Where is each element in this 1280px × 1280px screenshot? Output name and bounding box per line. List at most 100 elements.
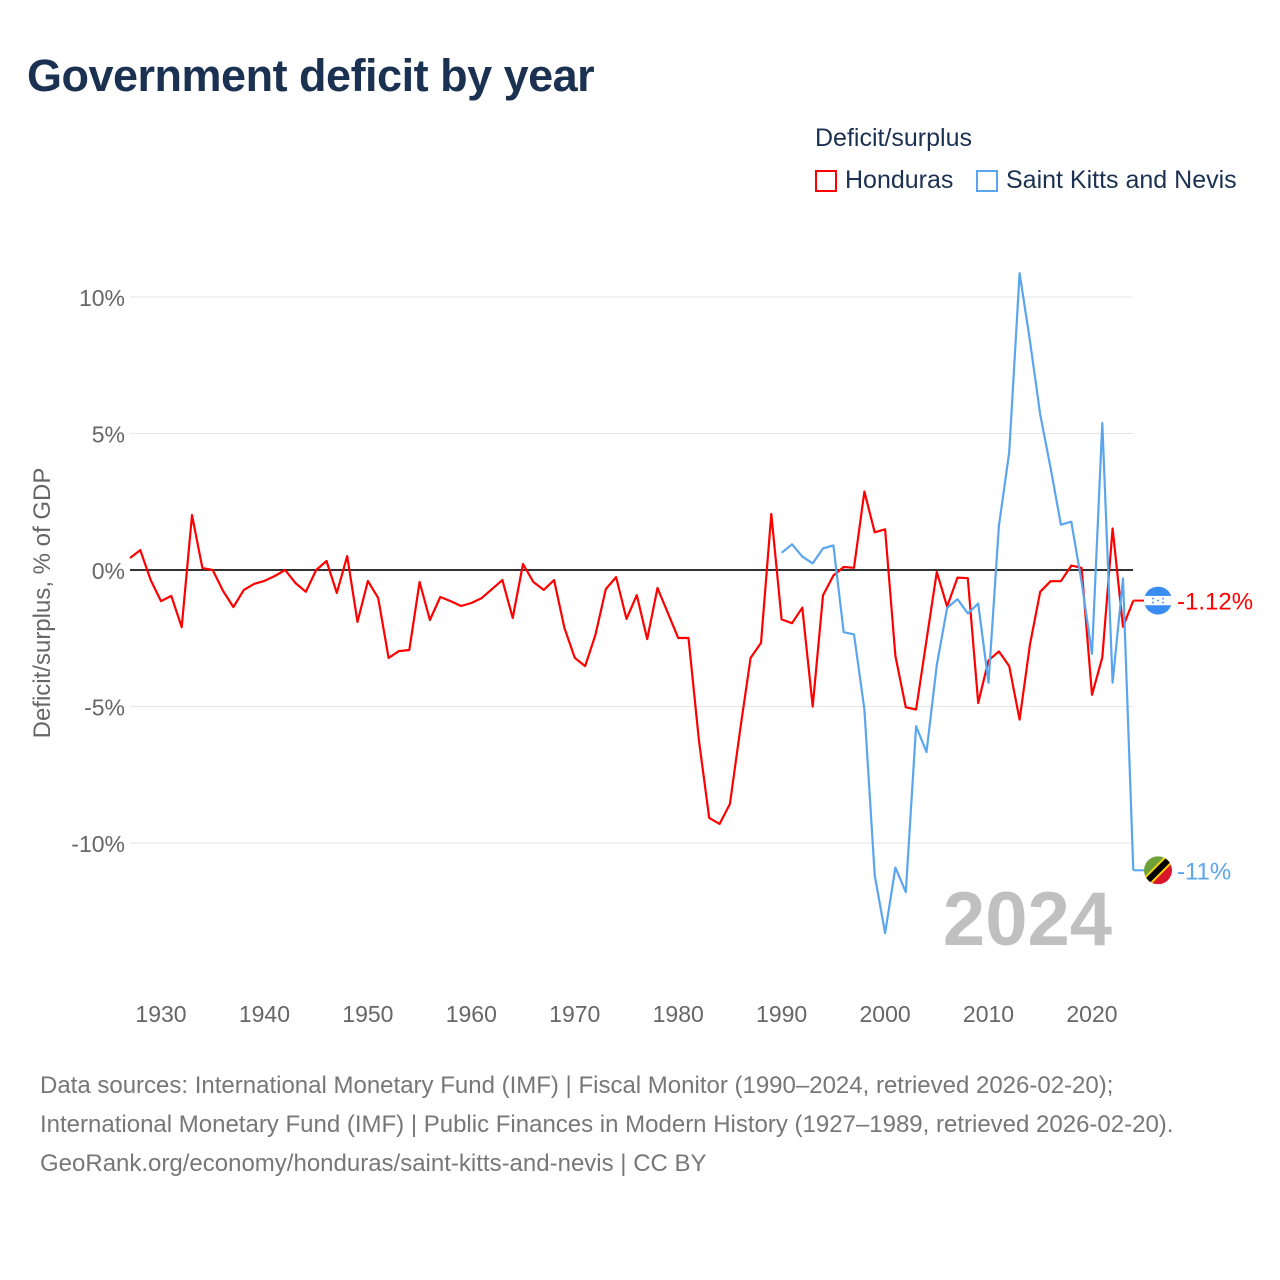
- data-point-honduras[interactable]: [1026, 641, 1034, 649]
- data-point-honduras[interactable]: [736, 725, 744, 733]
- data-point-honduras[interactable]: [291, 579, 299, 587]
- data-point-honduras[interactable]: [995, 647, 1003, 655]
- data-point-honduras[interactable]: [323, 557, 331, 565]
- data-point-honduras[interactable]: [229, 603, 237, 611]
- data-point-honduras[interactable]: [550, 576, 558, 584]
- data-point-honduras[interactable]: [436, 593, 444, 601]
- data-point-honduras[interactable]: [747, 654, 755, 662]
- data-point-honduras[interactable]: [354, 618, 362, 626]
- data-point-saint-kitts-and-nevis[interactable]: [1119, 574, 1127, 582]
- data-point-honduras[interactable]: [519, 560, 527, 568]
- data-point-saint-kitts-and-nevis[interactable]: [1047, 464, 1055, 472]
- data-point-honduras[interactable]: [767, 510, 775, 518]
- data-point-honduras[interactable]: [260, 577, 268, 585]
- data-point-saint-kitts-and-nevis[interactable]: [943, 604, 951, 612]
- data-point-honduras[interactable]: [571, 654, 579, 662]
- data-point-honduras[interactable]: [581, 662, 589, 670]
- data-point-honduras[interactable]: [695, 736, 703, 744]
- data-point-honduras[interactable]: [819, 591, 827, 599]
- data-point-saint-kitts-and-nevis[interactable]: [850, 630, 858, 638]
- data-point-saint-kitts-and-nevis[interactable]: [1109, 679, 1117, 687]
- data-point-honduras[interactable]: [1088, 691, 1096, 699]
- data-point-honduras[interactable]: [1005, 662, 1013, 670]
- data-point-honduras[interactable]: [891, 652, 899, 660]
- data-point-honduras[interactable]: [478, 594, 486, 602]
- data-point-honduras[interactable]: [271, 572, 279, 580]
- data-point-honduras[interactable]: [788, 619, 796, 627]
- data-point-honduras[interactable]: [922, 636, 930, 644]
- data-point-honduras[interactable]: [674, 634, 682, 642]
- data-point-saint-kitts-and-nevis[interactable]: [1005, 448, 1013, 456]
- data-point-saint-kitts-and-nevis[interactable]: [860, 706, 868, 714]
- data-point-saint-kitts-and-nevis[interactable]: [1067, 518, 1075, 526]
- data-point-honduras[interactable]: [364, 577, 372, 585]
- legend-item-saint-kitts-and-nevis[interactable]: Saint Kitts and Nevis: [976, 166, 1237, 195]
- data-point-saint-kitts-and-nevis[interactable]: [974, 600, 982, 608]
- data-point-honduras[interactable]: [302, 588, 310, 596]
- data-point-honduras[interactable]: [416, 578, 424, 586]
- data-point-honduras[interactable]: [498, 576, 506, 584]
- data-point-honduras[interactable]: [860, 488, 868, 496]
- data-point-honduras[interactable]: [167, 592, 175, 600]
- data-point-honduras[interactable]: [1067, 562, 1075, 570]
- data-point-honduras[interactable]: [250, 580, 258, 588]
- data-point-honduras[interactable]: [798, 604, 806, 612]
- data-point-honduras[interactable]: [457, 602, 465, 610]
- data-point-honduras[interactable]: [488, 585, 496, 593]
- data-point-honduras[interactable]: [912, 706, 920, 714]
- data-point-honduras[interactable]: [467, 599, 475, 607]
- data-point-saint-kitts-and-nevis[interactable]: [788, 540, 796, 548]
- data-point-honduras[interactable]: [136, 546, 144, 554]
- data-point-saint-kitts-and-nevis[interactable]: [819, 544, 827, 552]
- data-point-honduras[interactable]: [612, 573, 620, 581]
- data-point-saint-kitts-and-nevis[interactable]: [1078, 578, 1086, 586]
- data-point-saint-kitts-and-nevis[interactable]: [933, 661, 941, 669]
- data-point-honduras[interactable]: [540, 586, 548, 594]
- data-point-saint-kitts-and-nevis[interactable]: [840, 628, 848, 636]
- series-line-saint-kitts-and-nevis[interactable]: [780, 272, 1135, 935]
- data-point-honduras[interactable]: [240, 586, 248, 594]
- data-point-honduras[interactable]: [705, 814, 713, 822]
- data-point-honduras[interactable]: [198, 564, 206, 572]
- data-point-saint-kitts-and-nevis[interactable]: [778, 549, 786, 557]
- data-point-honduras[interactable]: [591, 631, 599, 639]
- data-point-honduras[interactable]: [447, 597, 455, 605]
- data-point-honduras[interactable]: [953, 574, 961, 582]
- data-point-honduras[interactable]: [560, 624, 568, 632]
- data-point-honduras[interactable]: [726, 800, 734, 808]
- data-point-honduras[interactable]: [850, 564, 858, 572]
- data-point-saint-kitts-and-nevis[interactable]: [881, 929, 889, 937]
- data-point-honduras[interactable]: [622, 615, 630, 623]
- data-point-honduras[interactable]: [157, 597, 165, 605]
- data-point-honduras[interactable]: [209, 566, 217, 574]
- data-point-honduras[interactable]: [643, 635, 651, 643]
- data-point-saint-kitts-and-nevis[interactable]: [809, 559, 817, 567]
- data-point-honduras[interactable]: [1057, 577, 1065, 585]
- credit-link[interactable]: GeoRank.org/economy/honduras/saint-kitts…: [40, 1150, 707, 1177]
- data-point-honduras[interactable]: [664, 609, 672, 617]
- data-point-saint-kitts-and-nevis[interactable]: [1016, 269, 1024, 277]
- data-point-saint-kitts-and-nevis[interactable]: [1098, 419, 1106, 427]
- data-point-honduras[interactable]: [633, 591, 641, 599]
- data-point-saint-kitts-and-nevis[interactable]: [1036, 410, 1044, 418]
- data-point-saint-kitts-and-nevis[interactable]: [798, 553, 806, 561]
- data-point-honduras[interactable]: [871, 528, 879, 536]
- data-point-honduras[interactable]: [1036, 588, 1044, 596]
- data-point-honduras[interactable]: [178, 623, 186, 631]
- data-point-honduras[interactable]: [147, 576, 155, 584]
- data-point-honduras[interactable]: [757, 639, 765, 647]
- data-point-saint-kitts-and-nevis[interactable]: [1057, 521, 1065, 529]
- data-point-honduras[interactable]: [654, 584, 662, 592]
- data-point-honduras[interactable]: [778, 615, 786, 623]
- data-point-saint-kitts-and-nevis[interactable]: [912, 722, 920, 730]
- data-point-honduras[interactable]: [1047, 577, 1055, 585]
- data-point-honduras[interactable]: [685, 634, 693, 642]
- data-point-honduras[interactable]: [385, 654, 393, 662]
- data-point-honduras[interactable]: [933, 568, 941, 576]
- data-point-honduras[interactable]: [1016, 716, 1024, 724]
- data-point-saint-kitts-and-nevis[interactable]: [985, 679, 993, 687]
- data-point-honduras[interactable]: [602, 585, 610, 593]
- data-point-honduras[interactable]: [281, 566, 289, 574]
- data-point-honduras[interactable]: [1109, 525, 1117, 533]
- data-point-honduras[interactable]: [374, 594, 382, 602]
